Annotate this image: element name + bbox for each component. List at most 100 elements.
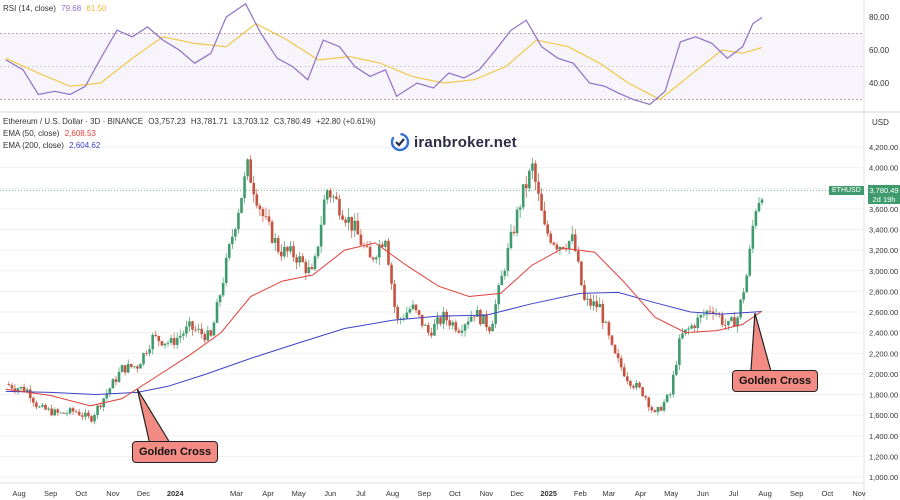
bar-countdown: 2d 19h — [872, 195, 896, 204]
candle-down — [203, 334, 207, 341]
time-tick-label: Jul — [729, 489, 739, 498]
candle-down — [390, 264, 393, 284]
last-price: 3,780.49 — [869, 186, 899, 195]
candle-down — [310, 267, 314, 270]
candle-up — [384, 240, 387, 247]
candle-down — [616, 353, 620, 359]
candle-down — [632, 385, 635, 388]
candle-up — [411, 304, 415, 309]
rsi-line — [5, 2, 763, 106]
candle-up — [751, 225, 755, 249]
candle-down — [546, 224, 549, 234]
candle-down — [74, 411, 78, 413]
candle-up — [182, 333, 185, 336]
candle-down — [601, 304, 605, 323]
candle-up — [377, 244, 381, 258]
candle-up — [442, 311, 445, 324]
candle-down — [10, 385, 14, 389]
candle-up — [313, 256, 317, 270]
candle-up — [567, 241, 571, 250]
candle-down — [71, 408, 75, 412]
time-axis[interactable]: Aug Sep Oct Nov Dec 2024 Mar Apr May Jun Jul Aug Sep… — [12, 489, 866, 498]
candle-up — [696, 317, 700, 328]
candle-down — [249, 159, 252, 183]
candle-down — [356, 220, 360, 235]
candle-down — [414, 304, 418, 311]
ema-lines — [5, 242, 763, 407]
candle-up — [742, 292, 745, 300]
candle-up — [586, 298, 589, 300]
candle-down — [344, 219, 347, 223]
candle-up — [197, 328, 200, 330]
candle-up — [460, 330, 464, 333]
candle-up — [289, 246, 292, 252]
time-tick-label: Jul — [356, 489, 366, 498]
price-axis[interactable]: 1,000.00 1,200.00 1,400.00 1,600.00 1,800.00… — [869, 143, 898, 482]
candle-up — [347, 216, 350, 223]
candle-down — [99, 405, 102, 408]
candle-up — [120, 365, 124, 372]
candle-up — [16, 388, 20, 391]
ohlc-close: C3,780.49 — [273, 117, 311, 126]
golden-cross-pointer — [750, 312, 772, 372]
candle-up — [322, 199, 326, 225]
candle-down — [644, 396, 647, 398]
candle-down — [543, 210, 546, 225]
candle-down — [286, 246, 289, 252]
candle-up — [509, 231, 513, 248]
watermark: iranbroker.net — [390, 132, 517, 152]
candle-up — [65, 413, 69, 415]
candle-down — [252, 182, 256, 195]
time-tick-label: Sep — [44, 489, 57, 498]
candle-up — [240, 197, 243, 213]
time-tick-label: Dec — [137, 489, 151, 498]
candle-up — [117, 371, 121, 382]
candle-down — [647, 397, 651, 408]
candle-up — [47, 408, 50, 410]
candle-down — [417, 310, 421, 315]
candle-down — [537, 181, 540, 194]
rsi-label: RSI (14, close) — [3, 4, 56, 13]
candle-up — [570, 234, 574, 242]
candle-up — [500, 275, 504, 286]
candle-up — [503, 270, 507, 276]
candle-down — [368, 246, 372, 258]
candle-up — [227, 244, 231, 258]
candle-down — [22, 386, 26, 392]
time-tick-label: Apr — [635, 489, 647, 498]
ema200-line — [5, 291, 763, 396]
candle-down — [619, 358, 623, 368]
candle-up — [690, 325, 693, 329]
candle-down — [488, 327, 491, 332]
time-tick-label: Sep — [418, 489, 431, 498]
price-tick-label: 1,800.00 — [869, 391, 898, 400]
candle-up — [730, 317, 733, 321]
candle-up — [463, 324, 467, 331]
candle-down — [540, 193, 543, 211]
last-price-badge: 3,780.49 2d 19h — [868, 185, 900, 204]
candle-down — [329, 190, 332, 198]
candle-down — [136, 366, 139, 369]
candle-down — [44, 404, 47, 410]
price-tick-label: 3,200.00 — [869, 246, 898, 255]
candle-down — [28, 389, 32, 399]
candle-up — [221, 283, 225, 296]
candle-down — [626, 376, 629, 382]
candle-up — [237, 212, 240, 230]
candle-down — [338, 198, 341, 216]
ema200-value: 2,604.62 — [69, 141, 101, 150]
candle-up — [151, 334, 155, 350]
time-tick-label: Aug — [12, 489, 25, 498]
rsi-legend: RSI (14, close) 79.68 61.50 — [3, 4, 106, 13]
ema200-label: EMA (200, close) — [3, 141, 64, 150]
candle-down — [650, 407, 654, 411]
candle-up — [246, 159, 249, 177]
candle-down — [564, 248, 568, 250]
price-tick-label: 2,600.00 — [869, 308, 898, 317]
candle-up — [93, 415, 96, 422]
candle-down — [258, 205, 262, 210]
candle-down — [335, 196, 338, 199]
candle-up — [319, 224, 323, 247]
